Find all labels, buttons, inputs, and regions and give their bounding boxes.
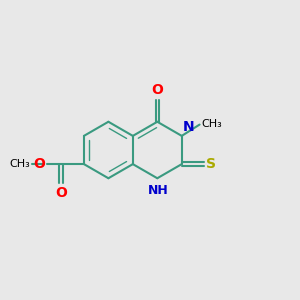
Text: S: S [206, 157, 216, 171]
Text: CH₃: CH₃ [201, 119, 222, 129]
Text: O: O [55, 186, 67, 200]
Text: N: N [183, 119, 195, 134]
Text: O: O [152, 83, 163, 98]
Text: NH: NH [148, 184, 168, 196]
Text: CH₃: CH₃ [9, 159, 30, 169]
Text: O: O [33, 157, 45, 171]
